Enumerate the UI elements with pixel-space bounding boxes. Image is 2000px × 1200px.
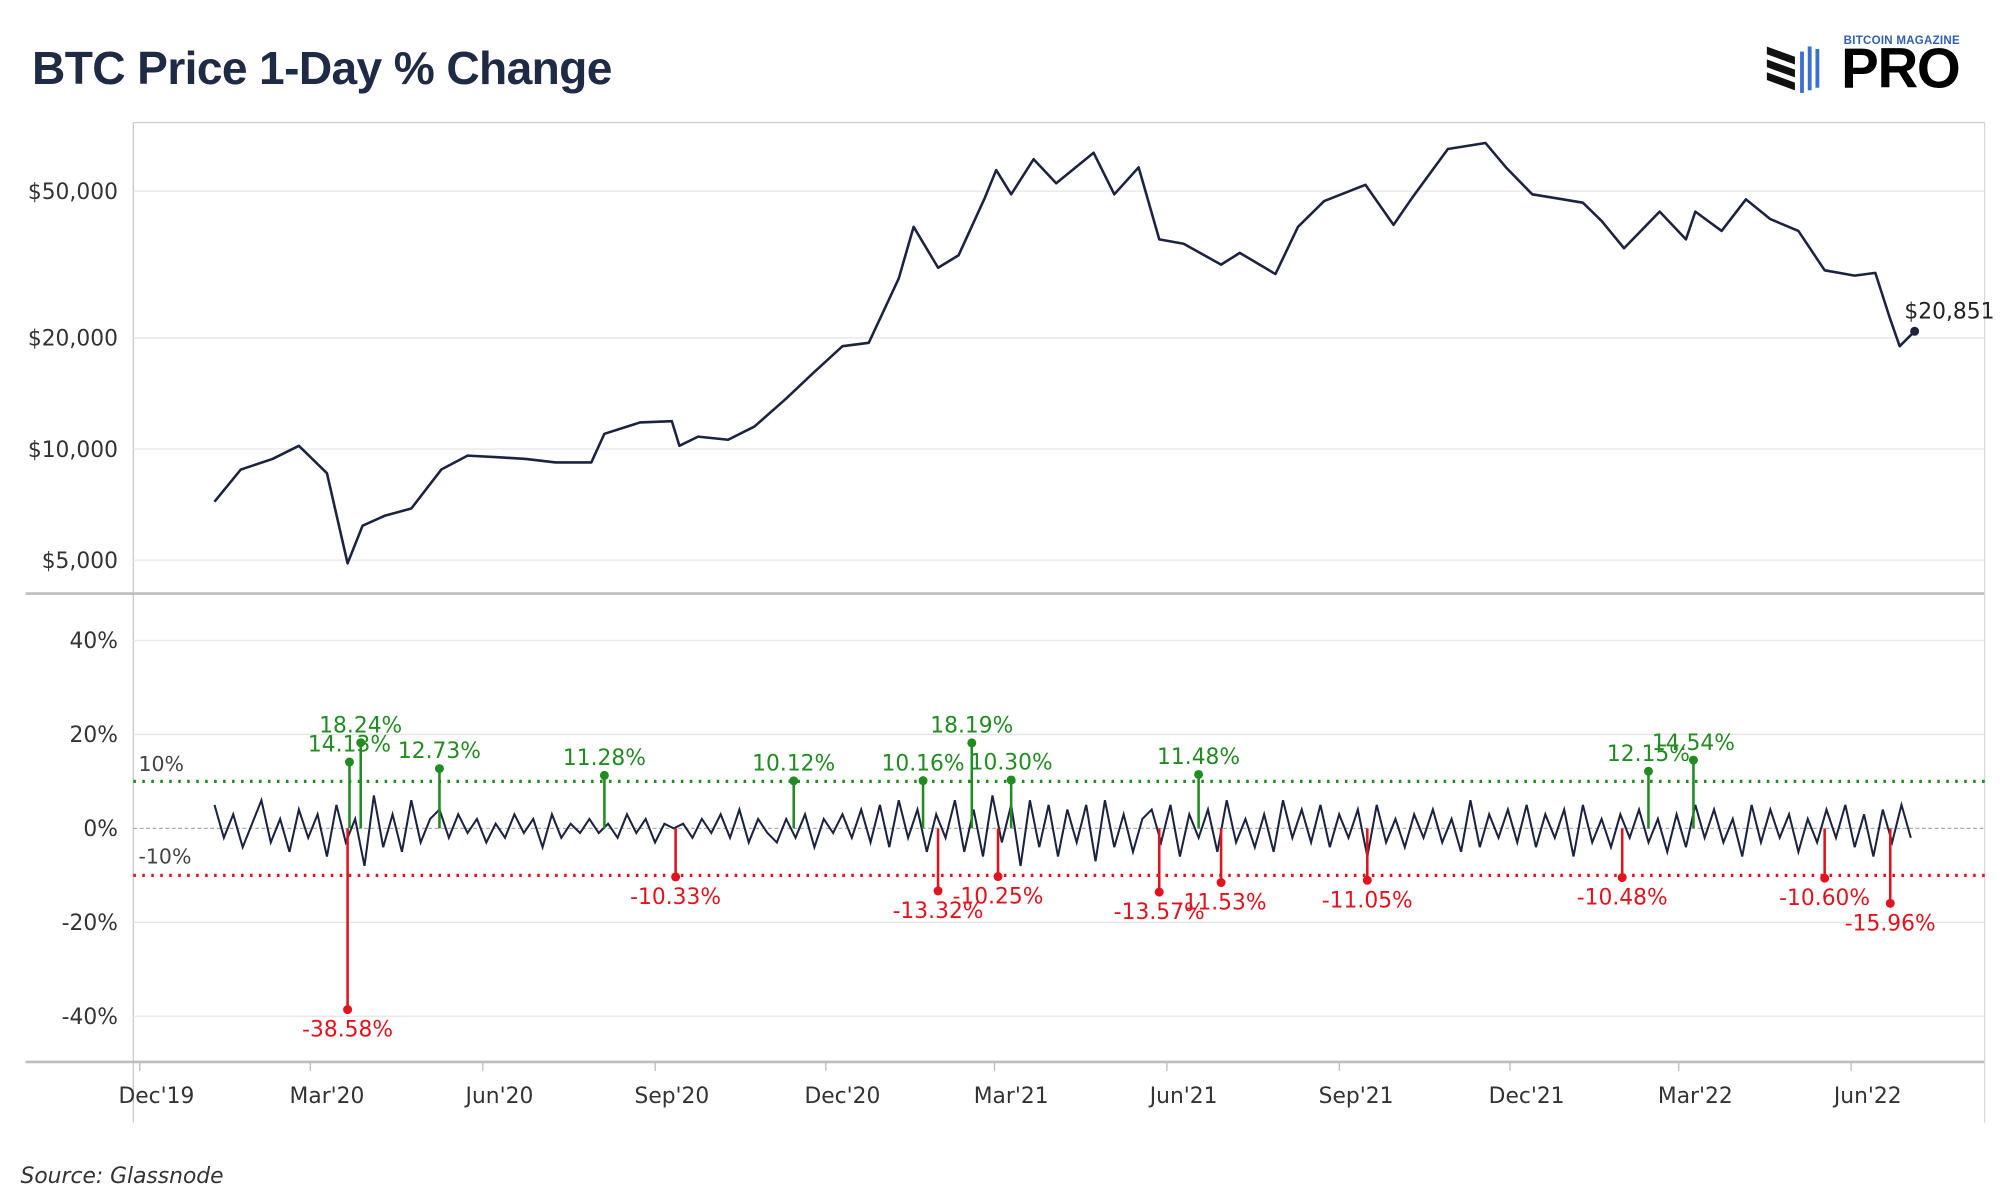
negative-spike-marker [671, 872, 681, 882]
negative-spike-label: -13.32% [893, 899, 984, 924]
source-note: Source: Glassnode [20, 1163, 224, 1190]
logo-main-text: PRO [1841, 37, 1961, 101]
x-tick-label: Mar'22 [1658, 1084, 1733, 1109]
x-tick-label: Jun'22 [1832, 1084, 1902, 1109]
logo-top-text: BITCOIN MAGAZINE [1843, 33, 1960, 47]
bitcoin-magazine-pro-logo: BITCOIN MAGAZINE PRO [1766, 33, 1991, 101]
positive-spike-marker [967, 738, 977, 748]
x-tick-label: Jun'21 [1148, 1084, 1218, 1109]
change-tick-label: -40% [62, 1005, 118, 1030]
price-tick-label: $5,000 [42, 549, 118, 574]
positive-spike-label: 10.16% [882, 751, 965, 776]
negative-spike-marker [1617, 873, 1627, 883]
positive-spike-marker [599, 770, 609, 780]
negative-spike-label: -15.96% [1845, 911, 1936, 936]
positive-spike-marker [1643, 766, 1653, 776]
positive-spike-label: 10.30% [970, 751, 1053, 776]
page-title: BTC Price 1-Day % Change [32, 41, 612, 95]
positive-spike-marker [918, 776, 928, 786]
positive-spike-label: 12.73% [398, 739, 481, 764]
negative-spike-marker [1362, 875, 1372, 885]
positive-spike-label: 11.28% [563, 746, 646, 771]
positive-spike-label: 14.13% [308, 733, 391, 758]
x-tick-label: Jun'20 [464, 1084, 534, 1109]
negative-spike-label: -10.48% [1577, 886, 1668, 911]
positive-spike-marker [434, 764, 444, 774]
positive-spike-label: 12.15% [1607, 742, 1690, 767]
positive-spike-label: 10.12% [752, 751, 835, 776]
negative-spike-marker [1885, 898, 1895, 908]
positive-spike-marker [789, 776, 799, 786]
daily-change-line [213, 795, 1912, 867]
x-tick-label: Sep'20 [634, 1084, 709, 1109]
positive-spike-marker [1006, 775, 1016, 785]
negative-spike-label: -10.60% [1779, 886, 1870, 911]
negative-spike-label: -11.53% [1176, 891, 1267, 916]
x-tick-label: Sep'21 [1319, 1084, 1394, 1109]
change-tick-label: 40% [70, 629, 118, 654]
x-tick-label: Dec'21 [1489, 1084, 1565, 1109]
x-tick-label: Mar'21 [974, 1084, 1049, 1109]
negative-spike-marker [343, 1005, 353, 1015]
negative-spike-label: -11.05% [1322, 888, 1413, 913]
positive-spike-marker [1688, 755, 1698, 765]
threshold-label: 10% [138, 752, 184, 776]
change-tick-label: -20% [62, 911, 118, 936]
positive-spike-label: 14.54% [1652, 731, 1735, 756]
price-tick-label: $20,000 [28, 327, 118, 352]
negative-spike-label: -13.57% [1114, 900, 1205, 925]
negative-spike-marker [1216, 878, 1226, 888]
last-price-label: $20,851 [1904, 299, 1994, 324]
x-tick-label: Dec'19 [118, 1084, 194, 1109]
change-tick-label: 20% [70, 723, 118, 748]
positive-spike-label: 18.19% [930, 714, 1013, 739]
negative-spike-marker [1154, 887, 1164, 897]
negative-spike-marker [993, 871, 1003, 882]
x-tick-label: Dec'20 [805, 1084, 881, 1109]
positive-spike-label: 11.48% [1157, 745, 1240, 770]
negative-spike-label: -10.25% [953, 885, 1044, 910]
positive-spike-marker [344, 757, 354, 767]
negative-spike-marker [1820, 873, 1830, 883]
negative-spike-label: -38.58% [302, 1018, 393, 1043]
logo-stripes-icon [1766, 46, 1820, 93]
price-line [213, 141, 1916, 565]
positive-spike-marker [356, 738, 366, 748]
threshold-label: -10% [138, 845, 191, 869]
positive-spike-label: 18.24% [319, 713, 402, 738]
change-tick-label: 0% [83, 817, 118, 842]
x-tick-label: Mar'20 [290, 1084, 365, 1109]
negative-spike-label: -10.33% [630, 885, 721, 910]
positive-spike-marker [1194, 769, 1204, 779]
negative-spike-marker [933, 886, 943, 896]
price-tick-label: $50,000 [28, 180, 118, 205]
price-tick-label: $10,000 [28, 438, 118, 463]
last-price-marker [1910, 326, 1920, 336]
